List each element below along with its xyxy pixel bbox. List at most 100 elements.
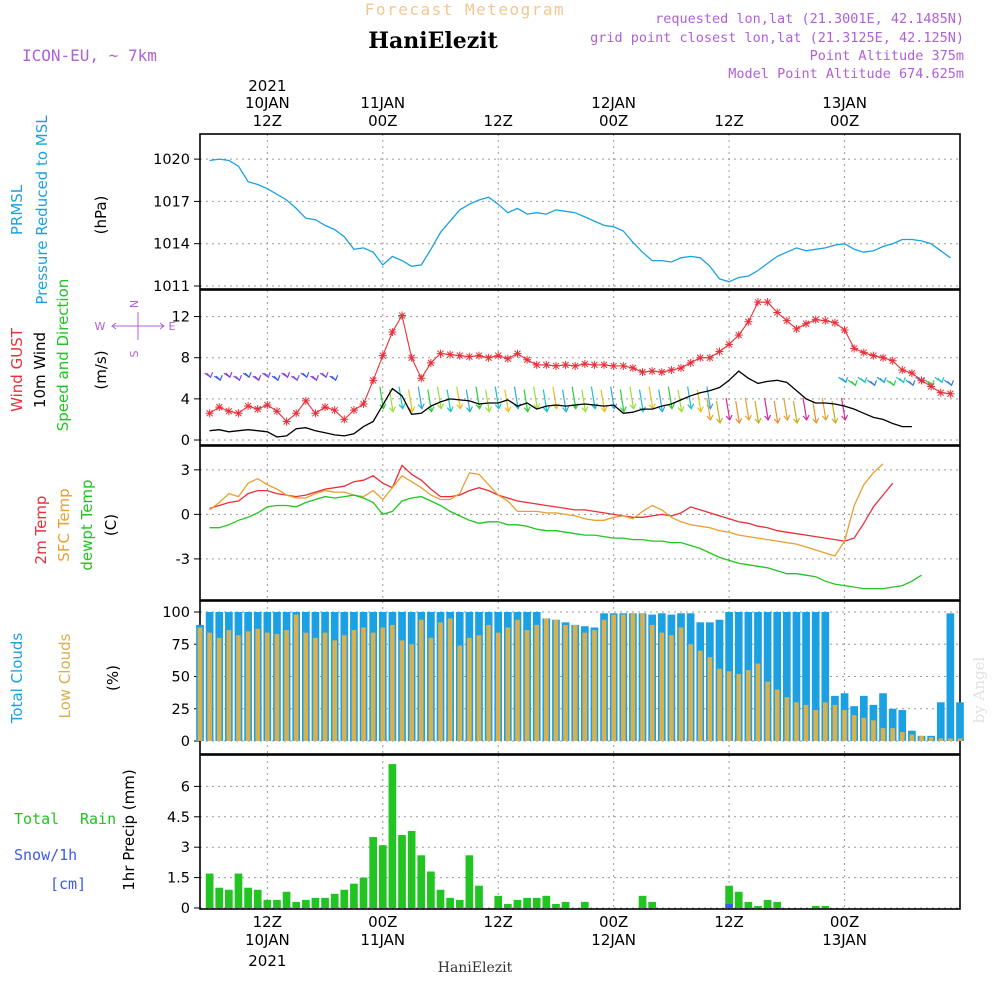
cloud-low-bar [899,731,905,741]
wind-direction-arrow [638,389,644,412]
wind-direction-arrow [706,386,712,409]
wind-unit: (m/s) [92,350,110,389]
footer-station: HaniElezit [438,960,513,976]
wind-direction-arrow [812,400,817,424]
cloud-low-bar [813,710,819,741]
wind-direction-arrowhead [946,380,954,387]
wind-direction-arrowhead [235,374,243,382]
cloud-low-bar [486,624,491,741]
cloud-low-bar [341,635,347,741]
cloud-total-bar [792,612,801,741]
wind-gust-marker [792,324,801,333]
wind-gust-marker [272,407,281,416]
wind-gust-marker [446,350,455,359]
cloud-low-bar [832,704,838,741]
wind-gust-marker [282,417,291,426]
wind-direction-arrow [561,389,567,412]
wind-direction-arrow [398,386,404,409]
precip-unit: 1hr Precip (mm) [120,769,138,890]
wind-direction-arrowhead [850,380,858,387]
compass-west: W [95,320,106,333]
panel-frame-temperature [199,445,961,601]
cloud-unit: (%) [104,665,122,691]
cloud-low-bar [823,702,828,741]
wind-gust-line [209,301,951,423]
wind-gust-marker [330,406,339,415]
wind-direction-arrow [773,400,779,424]
page-title: Forecast Meteogram [365,0,565,19]
wind-gust-marker [725,340,734,349]
cloud-low-bar [803,704,809,741]
wind-direction-arrowhead [937,377,945,384]
y-tick-label: 100 [162,605,190,621]
wind-direction-arrowhead [456,403,464,410]
wind-label-1: Wind GUST [8,327,26,412]
rain-bar [561,901,570,908]
y-tick-label: -3 [176,552,190,568]
wind-gust-marker [494,351,503,360]
top-time-label: 13JAN [822,94,867,112]
rain-bar [773,901,782,908]
wind-gust-marker [436,349,445,358]
wind-gust-marker [244,402,253,411]
cloud-low-bar [274,633,280,741]
rain-bar [244,887,252,908]
wind-direction-arrowhead [504,406,512,413]
wind-direction-arrow [494,386,500,409]
wind-gust-marker [638,368,647,377]
rain-bar [205,873,214,908]
wind-gust-marker [484,353,493,362]
snow-bar [725,903,733,908]
wind-speed-line [209,370,912,438]
rain-bar [369,837,378,908]
wind-direction-arrowhead [879,377,887,384]
wind-gust-marker [215,403,224,412]
wind-gust-marker [542,360,551,369]
rain-bar [763,899,772,908]
wind-gust-marker [426,358,435,367]
wind-direction-arrowhead [312,374,320,382]
wind-direction-arrowhead [273,374,281,382]
bottom-time-label: 12Z [484,913,513,931]
wind-gust-marker [474,351,483,360]
wind-gust-marker [946,389,955,398]
temperature-line-2 [209,494,922,590]
wind-direction-arrowhead [254,374,262,382]
wind-gust-marker [205,409,214,418]
wind-direction-arrow [427,389,433,412]
wind-direction-arrowhead [706,414,714,422]
wind-gust-marker [503,354,512,363]
wind-direction-arrowhead [542,406,550,413]
wind-direction-arrowhead [677,406,685,413]
wind-direction-arrowhead [562,406,570,413]
temperature-line-0 [209,464,894,542]
bottom-year-label: 2021 [248,952,286,970]
rain-bar [734,891,743,908]
panel-frame-wind [199,289,961,446]
cloud-low-bar [409,644,414,741]
wind-direction-arrow [744,397,750,421]
cloud-total-bar [763,612,772,741]
wind-direction-arrow [667,386,673,409]
cloud-low-bar [707,657,713,741]
requested-coords: requested lon,lat (21.3001E, 42.1485N) [655,11,964,27]
wind-gust-marker [532,360,541,369]
bottom-time-label: 00Z [368,913,397,931]
cloud-low-bar [697,650,703,741]
wind-gust-marker [234,409,243,418]
cloud-low-bar [948,738,953,741]
wind-direction-arrowhead [658,406,666,413]
wind-direction-arrowhead [302,371,310,379]
cloud-low-bar [534,624,540,741]
wind-direction-arrowhead [417,403,425,410]
wind-direction-arrowhead [475,403,483,410]
wind-direction-arrow [417,386,423,409]
wind-direction-arrow [831,400,837,424]
wind-direction-arrow [523,389,529,412]
wind-gust-marker [705,353,714,362]
rain-bar [407,830,416,908]
wind-direction-arrowhead [427,406,435,413]
cloud-low-bar [303,632,309,741]
cloud-low-bar [524,630,530,741]
wind-gust-marker [523,355,532,364]
